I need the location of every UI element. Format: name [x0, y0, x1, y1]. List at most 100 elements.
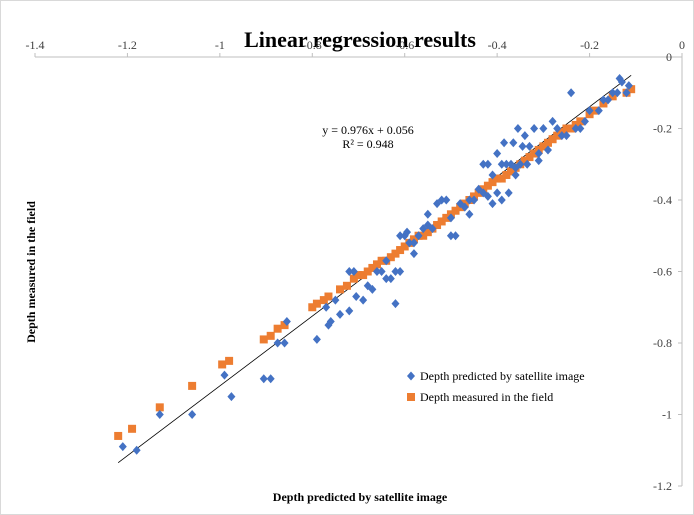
data-point-diamond	[155, 410, 164, 419]
data-point-diamond	[423, 209, 432, 219]
data-point-diamond	[407, 371, 415, 381]
data-point-diamond	[396, 231, 405, 241]
data-point-diamond	[516, 159, 525, 169]
data-point-diamond	[567, 88, 576, 98]
axes: -1.4 -1.2 -1 -0.8 -0.6 -0.4 -0.2 00 -0.2 -0.4 -0.6…	[26, 38, 686, 493]
data-point-square	[266, 331, 275, 340]
data-point-diamond	[622, 88, 631, 98]
data-point-diamond	[377, 267, 386, 276]
data-point-square	[354, 271, 363, 280]
data-point-diamond	[349, 267, 358, 276]
data-point-diamond	[493, 149, 502, 159]
data-point-diamond	[483, 159, 492, 169]
data-point-diamond	[409, 249, 418, 259]
data-point-square	[451, 206, 460, 215]
data-point-diamond	[220, 370, 229, 380]
data-point-square	[188, 381, 197, 390]
data-point-diamond	[227, 392, 236, 402]
data-point-square	[433, 221, 442, 230]
data-point-square	[567, 124, 576, 133]
data-point-diamond	[525, 141, 534, 151]
data-point-diamond	[502, 159, 511, 169]
x-tick-label: 0	[679, 38, 685, 52]
data-point-diamond	[470, 195, 479, 205]
data-point-square	[483, 181, 492, 190]
data-point-diamond	[396, 267, 405, 276]
y-axis-title: Depth measured in the field	[24, 201, 38, 343]
data-point-square	[386, 253, 395, 262]
data-point-diamond	[504, 188, 513, 198]
trendline-equation: y = 0.976x + 0.056	[322, 123, 414, 137]
data-point-square	[548, 135, 557, 144]
data-point-square	[280, 321, 289, 330]
data-point-diamond	[576, 124, 585, 133]
data-point-square	[576, 117, 585, 126]
data-point-square	[218, 360, 227, 369]
y-tick-label: 0	[666, 50, 672, 64]
data-point-square	[259, 335, 268, 344]
trendline-r-squared: R² = 0.948	[342, 137, 393, 151]
data-point-diamond	[386, 274, 395, 284]
data-point-square	[349, 274, 358, 283]
data-point-diamond	[553, 124, 562, 133]
data-point-diamond	[312, 334, 321, 344]
data-point-square	[507, 167, 516, 176]
data-point-square	[342, 281, 351, 290]
data-point-diamond	[518, 141, 527, 151]
data-point-diamond	[479, 159, 488, 169]
data-point-diamond	[259, 374, 268, 384]
y-tick-label: -0.6	[653, 265, 672, 279]
data-point-diamond	[273, 338, 282, 348]
data-point-square	[525, 153, 534, 162]
data-point-diamond	[511, 170, 520, 180]
x-tick-label: -0.4	[488, 38, 507, 52]
data-point-diamond	[414, 231, 423, 241]
data-point-square	[336, 285, 345, 294]
data-point-diamond	[483, 191, 492, 201]
data-point-diamond	[488, 170, 497, 180]
x-tick-label: -1.4	[26, 38, 45, 52]
data-point-diamond	[617, 77, 626, 87]
data-point-square	[391, 249, 400, 258]
x-tick-label: -0.2	[580, 38, 599, 52]
data-point-diamond	[132, 445, 141, 455]
data-point-square	[372, 260, 381, 269]
data-point-square	[423, 228, 432, 237]
data-point-diamond	[345, 267, 354, 276]
data-point-diamond	[266, 374, 275, 384]
data-point-diamond	[465, 209, 474, 219]
data-point-square	[128, 424, 137, 433]
data-point-square	[319, 296, 328, 305]
data-point-diamond	[520, 131, 529, 141]
data-point-diamond	[446, 231, 455, 241]
data-point-diamond	[403, 227, 412, 237]
data-point-square	[407, 393, 415, 401]
data-point-diamond	[423, 220, 432, 230]
data-point-diamond	[539, 124, 548, 133]
data-point-diamond	[359, 295, 368, 305]
data-point-diamond	[599, 95, 608, 105]
x-tick-label: -0.6	[395, 38, 414, 52]
data-point-diamond	[409, 238, 418, 248]
data-point-square	[530, 149, 539, 158]
data-point-square	[419, 231, 428, 240]
data-point-square	[368, 263, 377, 272]
data-point-square	[520, 156, 529, 165]
data-point-diamond	[460, 202, 469, 212]
data-point-diamond	[534, 149, 543, 159]
legend-label-predicted: Depth predicted by satellite image	[420, 369, 585, 383]
data-point-diamond	[352, 292, 361, 302]
data-point-diamond	[326, 317, 335, 327]
data-point-diamond	[282, 317, 291, 327]
data-point-diamond	[594, 106, 603, 116]
data-point-square	[273, 324, 282, 333]
data-point-square	[377, 256, 386, 265]
data-point-diamond	[493, 188, 502, 198]
data-point-square	[363, 267, 372, 276]
data-point-diamond	[331, 295, 340, 305]
data-point-diamond	[613, 88, 622, 98]
data-point-diamond	[497, 195, 506, 205]
data-point-diamond	[497, 159, 506, 169]
data-point-square	[497, 174, 506, 183]
